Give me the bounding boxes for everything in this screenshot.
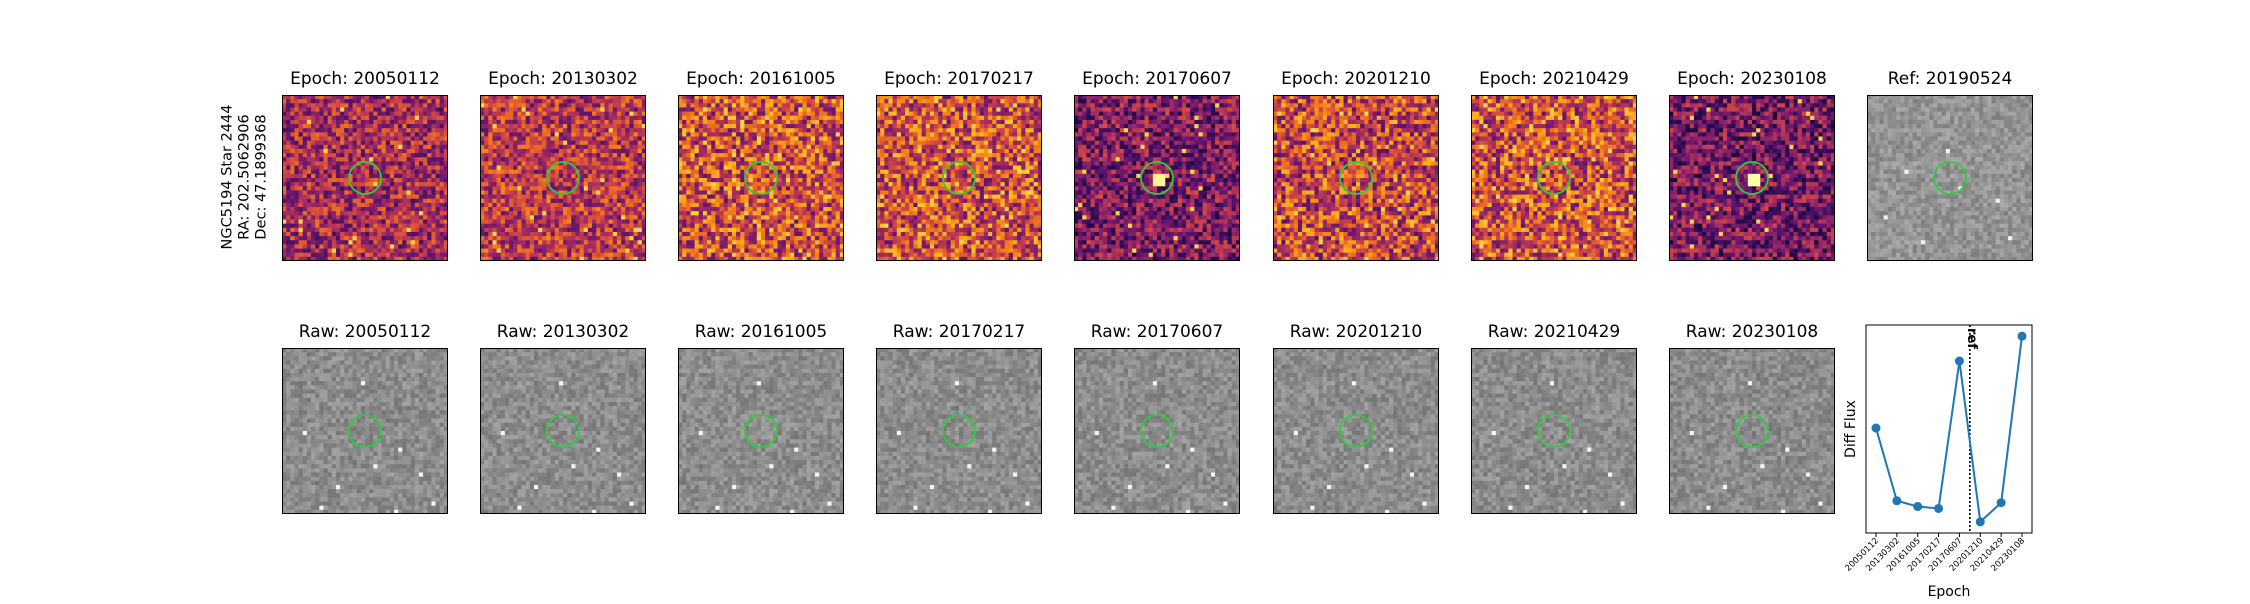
diff-panel-1-title: Epoch: 20050112 [282, 69, 448, 89]
raw-panel-5-title: Raw: 20170607 [1074, 322, 1240, 342]
ref-panel: Ref: 20190524 [1867, 95, 2033, 261]
raw-panel-2: Raw: 20130302 [480, 348, 646, 514]
raw-panel-7: Raw: 20210429 [1471, 348, 1637, 514]
ref-panel-image [1867, 95, 2033, 261]
diff-panel-4-image [876, 95, 1042, 261]
diff-panel-2-image [480, 95, 646, 261]
diff-panel-6-title: Epoch: 20201210 [1273, 69, 1439, 89]
raw-panel-4-image [876, 348, 1042, 514]
raw-panel-8-title: Raw: 20230108 [1669, 322, 1835, 342]
row-label-ra: RA: 202.5062906 [237, 105, 254, 250]
raw-panel-6-image [1273, 348, 1439, 514]
diff-panel-5-image [1074, 95, 1240, 261]
raw-panel-7-title: Raw: 20210429 [1471, 322, 1637, 342]
raw-panel-8: Raw: 20230108 [1669, 348, 1835, 514]
diff-flux-series-line [1876, 336, 2022, 522]
diff-panel-1-image [282, 95, 448, 261]
raw-panel-1-title: Raw: 20050112 [282, 322, 448, 342]
raw-panel-3-title: Raw: 20161005 [678, 322, 844, 342]
data-point-20230108 [2018, 332, 2027, 341]
diff-panel-2-title: Epoch: 20130302 [480, 69, 646, 89]
diff-panel-8-image [1669, 95, 1835, 261]
diff-panel-4: Epoch: 20170217 [876, 95, 1042, 261]
diff-panel-7-image [1471, 95, 1637, 261]
raw-panel-6: Raw: 20201210 [1273, 348, 1439, 514]
raw-panel-8-image [1669, 348, 1835, 514]
raw-panel-5-image [1074, 348, 1240, 514]
diff-panel-6: Epoch: 20201210 [1273, 95, 1439, 261]
diff-panel-1: Epoch: 20050112 [282, 95, 448, 261]
raw-panel-4-title: Raw: 20170217 [876, 322, 1042, 342]
y-axis-label: Diff Flux [1843, 400, 1859, 458]
diff-panel-7-title: Epoch: 20210429 [1471, 69, 1637, 89]
raw-panel-3-image [678, 348, 844, 514]
diff-panel-6-image [1273, 95, 1439, 261]
data-point-20050112 [1872, 424, 1881, 433]
ref-epoch-label: ref [1964, 328, 1979, 349]
data-point-20130302 [1892, 496, 1901, 505]
data-point-20170217 [1934, 504, 1943, 513]
diff-panel-3-image [678, 95, 844, 261]
raw-panel-6-title: Raw: 20201210 [1273, 322, 1439, 342]
row-label-dec: Dec: 47.1899368 [254, 105, 271, 250]
diff-panel-7: Epoch: 20210429 [1471, 95, 1637, 261]
data-point-20210429 [1997, 498, 2006, 507]
ref-panel-title: Ref: 20190524 [1867, 69, 2033, 89]
raw-panel-1-image [282, 348, 448, 514]
raw-panel-3: Raw: 20161005 [678, 348, 844, 514]
diff-panel-5: Epoch: 20170607 [1074, 95, 1240, 261]
raw-panel-1: Raw: 20050112 [282, 348, 448, 514]
data-point-20170607 [1955, 357, 1964, 366]
raw-panel-5: Raw: 20170607 [1074, 348, 1240, 514]
raw-panel-4: Raw: 20170217 [876, 348, 1042, 514]
diff-panel-8: Epoch: 20230108 [1669, 95, 1835, 261]
diff-panel-8-title: Epoch: 20230108 [1669, 69, 1835, 89]
raw-panel-2-title: Raw: 20130302 [480, 322, 646, 342]
data-point-20161005 [1913, 502, 1922, 511]
diff-panel-3-title: Epoch: 20161005 [678, 69, 844, 89]
diff-panel-5-title: Epoch: 20170607 [1074, 69, 1240, 89]
diff-panel-3: Epoch: 20161005 [678, 95, 844, 261]
row-label-star: NGC5194 Star 2444 [220, 105, 237, 250]
diff-panel-4-title: Epoch: 20170217 [876, 69, 1042, 89]
diff-flux-chart-svg: ref2005011220130302201610052017021720170… [1840, 318, 2240, 600]
row-label: NGC5194 Star 2444 RA: 202.5062906 Dec: 4… [219, 92, 271, 262]
x-axis-label: Epoch [1928, 584, 1971, 600]
diff-panel-2: Epoch: 20130302 [480, 95, 646, 261]
raw-panel-7-image [1471, 348, 1637, 514]
data-point-20201210 [1976, 517, 1985, 526]
raw-panel-2-image [480, 348, 646, 514]
